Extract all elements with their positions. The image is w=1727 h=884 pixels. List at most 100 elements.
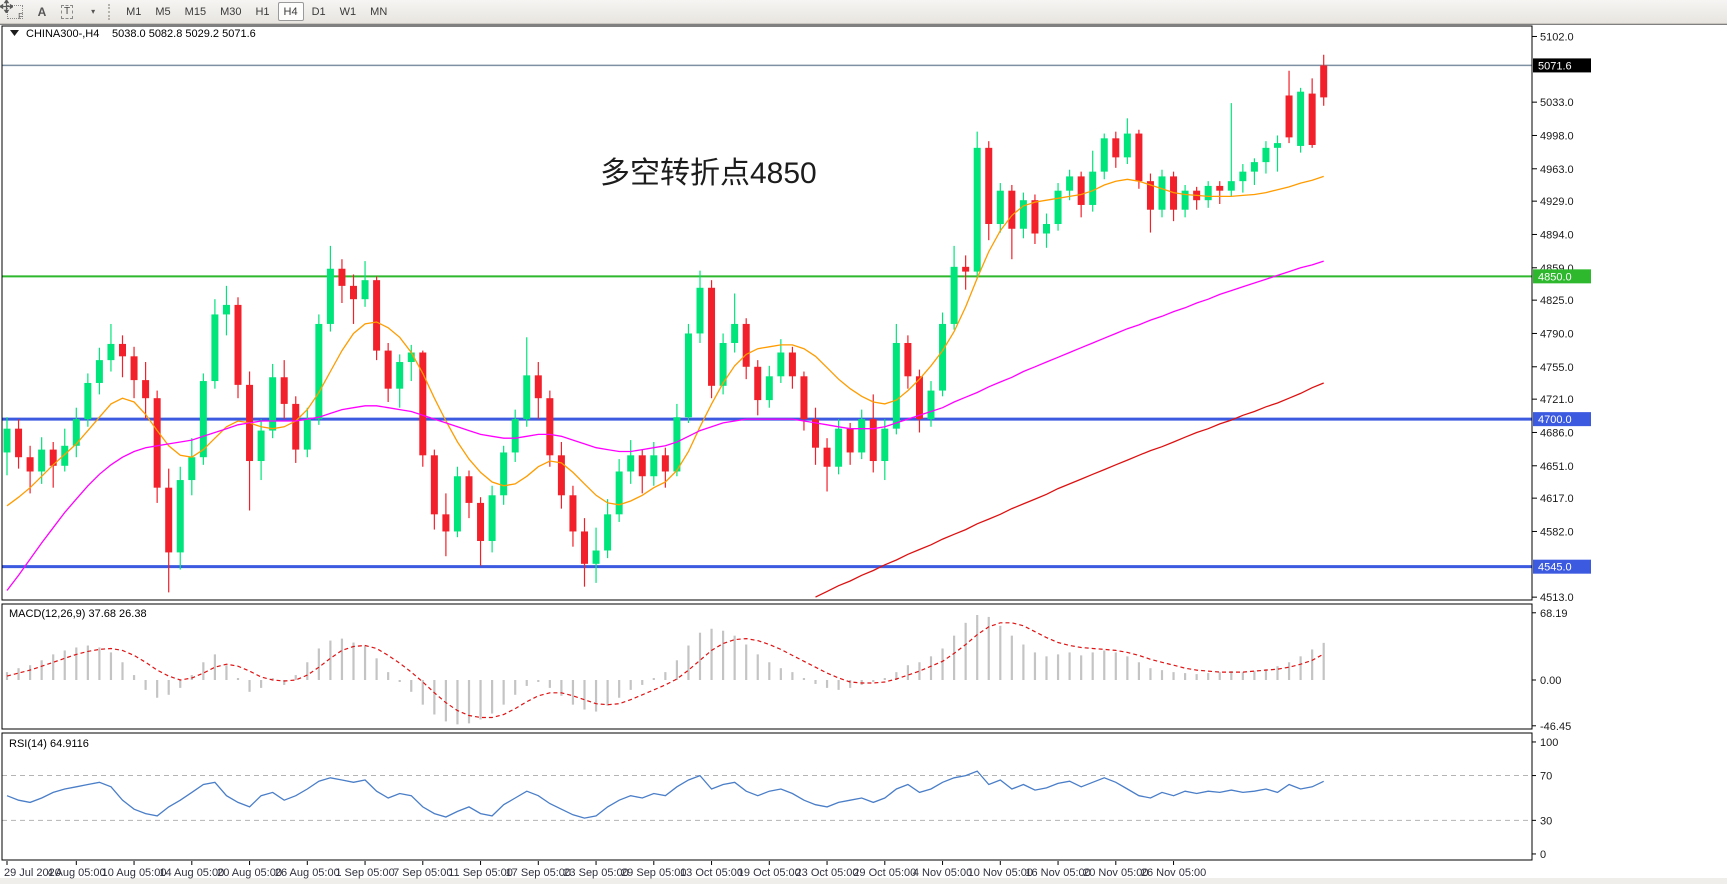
candle	[419, 352, 427, 456]
candle	[627, 455, 635, 472]
date-label: 26 Nov 05:00	[1141, 867, 1206, 879]
candle	[985, 147, 993, 224]
candle	[72, 419, 80, 446]
price-tick-label: 4721.0	[1540, 394, 1574, 406]
candle	[731, 323, 739, 343]
candle	[569, 495, 577, 532]
candle	[777, 352, 785, 377]
price-tick-label: 4513.0	[1540, 592, 1574, 604]
date-label: 14 Aug 05:00	[159, 867, 224, 879]
candle	[523, 375, 531, 420]
level-price-box-label: 4850.0	[1538, 271, 1572, 283]
date-label: 4 Aug 05:00	[47, 867, 106, 879]
date-label: 29 Oct 05:00	[853, 867, 916, 879]
level-price-box-4700.0	[1533, 412, 1591, 427]
timeframe-button-group: M1 M5 M15 M30 H1 H4 D1 W1 MN	[119, 2, 394, 21]
candle	[1089, 171, 1097, 205]
candle	[1181, 190, 1189, 210]
candle	[1308, 93, 1316, 145]
candle	[199, 381, 207, 458]
font-a-icon-glyph: A	[37, 4, 47, 19]
candle	[153, 398, 161, 488]
current-price-box-label: 5071.6	[1538, 60, 1572, 72]
timeframe-button-M1[interactable]: M1	[120, 2, 147, 21]
candle	[142, 380, 150, 399]
candle	[1227, 181, 1235, 191]
candle	[534, 375, 542, 399]
timeframe-button-MN[interactable]: MN	[364, 2, 393, 21]
candle	[1043, 223, 1050, 234]
candle	[315, 323, 323, 420]
price-tick-label: 4825.0	[1540, 295, 1574, 307]
candle	[1008, 190, 1016, 229]
candle	[280, 377, 288, 404]
candle	[453, 476, 461, 532]
price-tick-label: 4651.0	[1540, 461, 1574, 473]
timeframe-button-H4[interactable]: H4	[277, 2, 304, 21]
candle	[84, 382, 92, 420]
dropdown-arrow-icon[interactable]: ▾	[91, 7, 96, 16]
text-box-icon[interactable]: T	[55, 2, 79, 21]
rsi-indicator-label: RSI(14) 64.9116	[9, 738, 89, 750]
candle	[384, 350, 392, 389]
candle	[407, 352, 415, 363]
candle	[1274, 143, 1281, 148]
ohlc-values-label: 5038.0 5082.8 5029.2 5071.6	[112, 28, 256, 40]
candle	[1135, 133, 1143, 182]
timeframe-button-D1[interactable]: D1	[306, 2, 332, 21]
candle	[211, 314, 219, 382]
candle	[188, 457, 196, 481]
candle	[1204, 185, 1212, 201]
candle	[604, 514, 612, 551]
timeframe-button-M15[interactable]: M15	[179, 2, 212, 21]
ma-fast-line	[6, 175, 1324, 507]
candle	[812, 419, 819, 448]
cursor-arrows-glyph	[0, 0, 13, 13]
candle	[430, 455, 438, 515]
timeframe-button-H1[interactable]: H1	[249, 2, 275, 21]
candle	[257, 430, 265, 462]
macd-signal-line	[6, 622, 1324, 719]
timeframe-button-M5[interactable]: M5	[149, 2, 176, 21]
candle	[546, 398, 554, 456]
candle	[557, 455, 565, 496]
candle	[1019, 200, 1027, 229]
text-box-icon-glyph: T	[61, 4, 74, 19]
candle	[1066, 176, 1074, 191]
candle	[38, 449, 46, 472]
candle	[1031, 200, 1039, 234]
candle	[500, 452, 508, 496]
toolbar: F A T ▾ M1 M5 M15 M30 H1 H4 D1 W1 MN	[0, 0, 1727, 24]
date-label: 26 Aug 05:00	[275, 867, 340, 879]
date-label: 1 Sep 05:00	[335, 867, 394, 879]
candle	[292, 403, 300, 450]
candle	[361, 280, 369, 300]
candle	[1158, 176, 1166, 210]
candle	[892, 342, 900, 429]
date-label: 7 Sep 05:00	[393, 867, 452, 879]
macd-pane-border	[1, 603, 1533, 730]
rsi-line	[6, 770, 1324, 819]
timeframe-button-W1[interactable]: W1	[334, 2, 363, 21]
font-a-icon[interactable]: A	[31, 2, 53, 21]
timeframe-button-M30[interactable]: M30	[214, 2, 247, 21]
chart-background	[0, 23, 1727, 884]
level-price-box-label: 4700.0	[1538, 414, 1572, 426]
current-price-box	[1533, 58, 1591, 73]
candle	[1112, 138, 1120, 158]
candle	[338, 268, 346, 286]
candle	[996, 190, 1004, 224]
ma-slow-line	[815, 382, 1324, 598]
date-label: 20 Nov 05:00	[1083, 867, 1148, 879]
candle	[61, 445, 69, 466]
window-bottom-strip	[0, 878, 1727, 884]
candle	[708, 287, 716, 386]
date-label: 10 Nov 05:00	[968, 867, 1033, 879]
symbol-dropdown-triangle-icon[interactable]	[10, 30, 19, 36]
symbol-period-label: CHINA300-,H4	[26, 28, 99, 40]
date-label: 29 Jul 2020	[4, 867, 61, 879]
date-label: 16 Nov 05:00	[1025, 867, 1090, 879]
cursor-arrows-icon[interactable]: ▾	[0, 0, 103, 21]
